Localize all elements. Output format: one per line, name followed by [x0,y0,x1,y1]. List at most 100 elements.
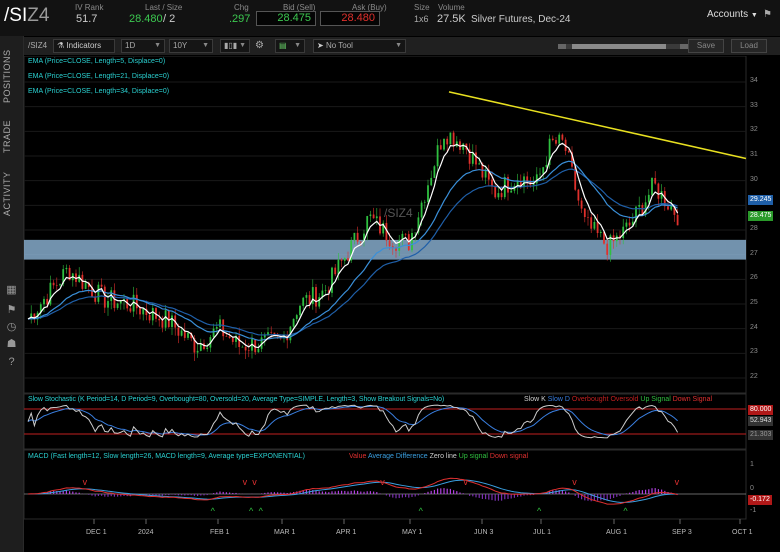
macd-title[interactable]: MACD (Fast length=12, Slow length=26, MA… [28,453,305,460]
people-icon[interactable]: ☗ [6,338,17,350]
candle-body [148,315,151,321]
macd-bar [347,491,349,494]
flag-icon[interactable]: ⚑ [763,9,772,20]
range-select[interactable]: 10Y ▼ [169,39,213,53]
macd-bar [270,492,272,494]
scrollbar-right-arrow[interactable] [680,44,688,49]
symbol-field[interactable]: /SIZ4 [4,5,50,26]
scrollbar-thumb[interactable] [572,44,666,49]
candle-body [366,216,369,234]
save-button[interactable]: Save [688,39,724,53]
palette-icon: ▤ [279,41,287,50]
size-value: / 2 [163,13,176,25]
macd-bar [433,489,435,494]
trendline[interactable] [448,91,747,160]
candle-body [443,138,445,150]
candle-body [667,206,669,210]
macd-bar [277,492,279,494]
macd-bar [165,494,167,495]
interval-select[interactable]: 1D ▼ [121,39,165,53]
down-signal-mark: v [243,477,248,487]
macd-bar [123,494,125,496]
macd-bar [389,494,391,497]
drawing-tool-select[interactable]: ➤ No Tool ▼ [313,39,406,53]
chart-canvas[interactable]: /SIZ4 v ^ v ^ v ^ v ^ v ^ v ^ v [24,56,780,552]
help-icon[interactable]: ? [8,356,15,368]
ask-button[interactable]: 28.480 [320,11,380,26]
macd-bar [59,491,61,494]
candle-body [401,233,404,240]
candle-body [603,231,605,244]
time-tick: SEP 3 [672,529,692,536]
candle-body [39,304,42,313]
candle-body [46,298,49,305]
time-tick: JUN 3 [474,529,494,536]
legend-down-signal: Down Signal [672,396,713,403]
down-signal-mark: v [572,477,577,487]
candle-body [206,347,209,350]
time-tick: DEC 1 [86,529,107,536]
indicators-button[interactable]: ⚗ Indicators [53,39,115,53]
ema21-label[interactable]: EMA (Price=CLOSE, Length=21, Displace=0) [28,73,170,80]
clock-icon[interactable]: ◷ [6,321,17,333]
candle-body [660,191,663,199]
time-tick: OCT 1 [732,529,753,536]
macd-bar [120,494,122,497]
candle-body [196,350,199,353]
tab-activity[interactable]: ACTIVITY [2,171,12,217]
candle-body [638,205,641,207]
candle-body [43,298,45,305]
macd-panel[interactable] [24,449,747,520]
macd-bar [91,494,93,496]
stochastic-title[interactable]: Slow Stochastic (K Period=14, D Period=9… [28,396,445,403]
candle-body [417,217,420,233]
macd-bar [286,493,288,494]
chevron-down-icon: ▼ [239,42,246,49]
macd-bar [56,491,58,494]
candle-body [257,348,260,353]
scrollbar-left-arrow[interactable] [558,44,566,49]
macd-bar [206,494,208,496]
candle-body [532,183,535,186]
ema34-label[interactable]: EMA (Price=CLOSE, Length=34, Displace=0) [28,88,170,95]
chart-type-select[interactable]: ▮▯▮ ▼ [220,39,250,53]
tab-trade[interactable]: TRADE [2,119,12,153]
macd-bar [469,494,471,496]
flag-icon[interactable]: ⚑ [6,304,17,316]
volume-value: 27.5K [437,13,466,25]
macd-bar [318,491,320,494]
accounts-menu[interactable]: Accounts ▼ [707,9,758,20]
grid-icon[interactable]: ▦ [6,284,17,296]
macd-bar [437,488,439,494]
macd-bar [235,492,237,494]
macd-bar [641,490,643,494]
price-tick: 30 [750,175,758,183]
bid-button[interactable]: 28.475 [256,11,316,26]
macd-bar [78,492,80,494]
style-select[interactable]: ▤ ▼ [275,39,305,53]
candle-body [167,310,170,327]
up-signal-mark: ^ [537,506,542,516]
candle-body [471,152,474,164]
macd-bar [216,492,218,494]
candle-body [75,273,77,282]
candle-body [247,350,250,352]
time-tick: FEB 1 [210,529,230,536]
chart-scrollbar[interactable] [558,44,688,49]
candle-body [561,134,564,140]
candle-body [491,179,493,187]
candle-body [299,305,301,316]
macd-bar [577,494,579,498]
candle-body [359,241,362,243]
last-value: 28.480 [129,13,163,25]
candle-body [324,290,327,291]
gear-icon[interactable]: ⚙ [255,40,264,51]
candle-body [171,315,173,327]
macd-bar [622,494,624,495]
ema5-label[interactable]: EMA (Price=CLOSE, Length=5, Displace=0) [28,58,166,65]
candle-body [343,258,346,261]
tab-positions[interactable]: POSITIONS [2,49,12,103]
macd-bar [481,494,483,499]
load-button[interactable]: Load [731,39,767,53]
candle-body [84,282,87,289]
